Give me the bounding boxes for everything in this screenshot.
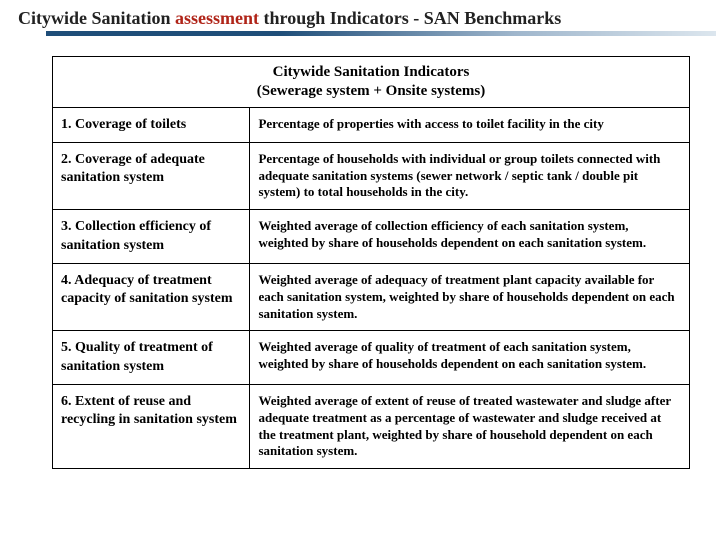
indicator-desc: Weighted average of collection efficienc… <box>250 210 690 263</box>
indicator-name: 5. Quality of treatment of sanitation sy… <box>53 331 250 384</box>
table-row: 3. Collection efficiency of sanitation s… <box>53 210 690 263</box>
title-part-red: assessment <box>175 8 259 28</box>
indicator-desc: Weighted average of adequacy of treatmen… <box>250 263 690 331</box>
title-part-4: - SAN Benchmarks <box>413 8 561 28</box>
table-row: 5. Quality of treatment of sanitation sy… <box>53 331 690 384</box>
indicator-name: 6. Extent of reuse and recycling in sani… <box>53 384 250 469</box>
indicator-desc: Percentage of properties with access to … <box>250 107 690 142</box>
table-header-line2: (Sewerage system + Onsite systems) <box>257 83 486 99</box>
table-row: 4. Adequacy of treatment capacity of san… <box>53 263 690 331</box>
indicators-table-container: Citywide Sanitation Indicators (Sewerage… <box>0 42 720 469</box>
title-part-1: Citywide Sanitation <box>18 8 175 28</box>
indicator-desc: Weighted average of extent of reuse of t… <box>250 384 690 469</box>
page-title: Citywide Sanitation assessment through I… <box>18 8 702 29</box>
table-row: 2. Coverage of adequate sanitation syste… <box>53 142 690 210</box>
title-part-3: through Indicators <box>259 8 413 28</box>
table-row: 1. Coverage of toilets Percentage of pro… <box>53 107 690 142</box>
indicators-table: Citywide Sanitation Indicators (Sewerage… <box>52 56 690 469</box>
table-header-row: Citywide Sanitation Indicators (Sewerage… <box>53 57 690 108</box>
table-header-line1: Citywide Sanitation Indicators <box>273 64 470 80</box>
indicator-name: 2. Coverage of adequate sanitation syste… <box>53 142 250 210</box>
indicator-name: 3. Collection efficiency of sanitation s… <box>53 210 250 263</box>
table-header-cell: Citywide Sanitation Indicators (Sewerage… <box>53 57 690 108</box>
table-row: 6. Extent of reuse and recycling in sani… <box>53 384 690 469</box>
indicator-desc: Weighted average of quality of treatment… <box>250 331 690 384</box>
indicator-name: 1. Coverage of toilets <box>53 107 250 142</box>
indicator-desc: Percentage of households with individual… <box>250 142 690 210</box>
indicator-name: 4. Adequacy of treatment capacity of san… <box>53 263 250 331</box>
title-underline-gradient <box>46 31 716 36</box>
page-title-bar: Citywide Sanitation assessment through I… <box>0 0 720 42</box>
